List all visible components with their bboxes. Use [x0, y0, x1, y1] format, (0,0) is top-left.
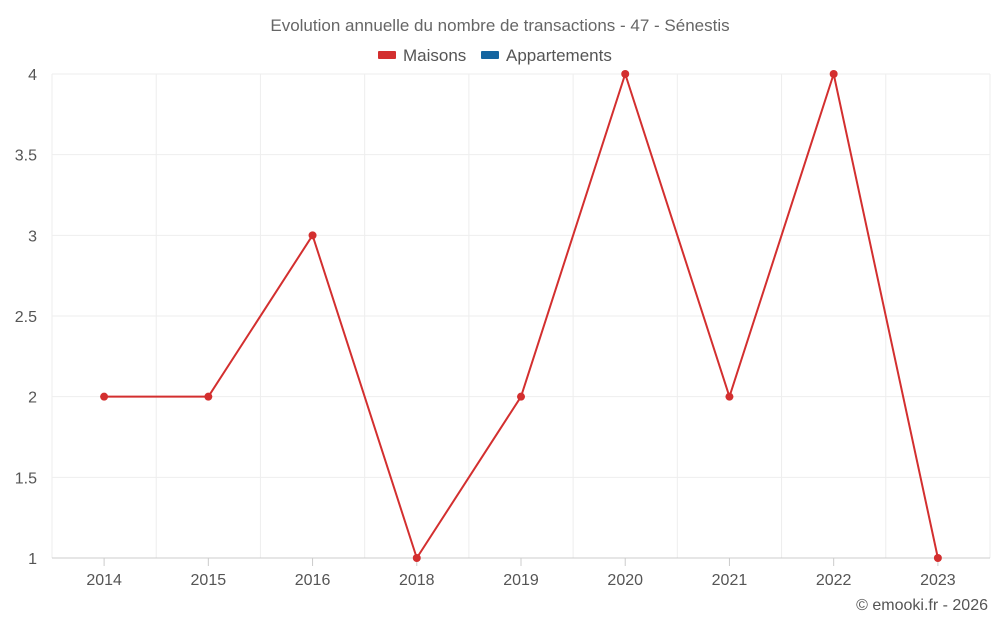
data-point-maisons[interactable]: [517, 392, 525, 401]
x-tick-label: 2019: [503, 572, 539, 589]
legend-item-appartements[interactable]: Appartements: [481, 46, 612, 65]
x-tick-label: 2015: [191, 572, 227, 589]
data-point-maisons[interactable]: [204, 392, 213, 401]
legend: Maisons Appartements: [378, 46, 612, 65]
y-tick-label: 3: [28, 228, 37, 245]
x-tick-label: 2016: [295, 572, 331, 589]
legend-label-maisons: Maisons: [403, 46, 466, 65]
data-point-maisons[interactable]: [412, 554, 421, 562]
credit-text: © emooki.fr - 2026: [856, 597, 988, 614]
data-point-maisons[interactable]: [933, 554, 942, 562]
data-point-maisons[interactable]: [308, 231, 317, 240]
data-point-maisons[interactable]: [100, 392, 109, 401]
data-point-maisons[interactable]: [725, 392, 734, 401]
x-tick-label: 2020: [607, 572, 643, 589]
x-tick-label: 2014: [86, 572, 122, 589]
y-tick-label: 3.5: [15, 148, 37, 165]
series-layer: [100, 70, 942, 562]
y-tick-label: 1: [28, 551, 37, 568]
chart-title: Evolution annuelle du nombre de transact…: [270, 16, 729, 35]
x-tick-label: 2018: [399, 572, 435, 589]
legend-item-maisons[interactable]: Maisons: [378, 46, 466, 65]
data-point-maisons[interactable]: [621, 70, 630, 78]
data-point-maisons[interactable]: [829, 70, 838, 78]
y-tick-label: 2.5: [15, 309, 37, 326]
x-axis-ticks: 2014 2015 2016 2018 2019 2020 2021 2022 2023: [86, 558, 956, 589]
y-gridlines: [52, 73, 990, 478]
x-tick-label: 2022: [816, 572, 852, 589]
y-tick-label: 2: [28, 390, 37, 407]
legend-swatch-maisons: [378, 51, 396, 59]
legend-swatch-appartements: [481, 51, 499, 59]
y-tick-label: 1.5: [15, 470, 37, 487]
legend-label-appartements: Appartements: [506, 46, 612, 65]
y-tick-label: 4: [28, 67, 37, 84]
x-tick-label: 2021: [712, 572, 748, 589]
x-tick-label: 2023: [920, 572, 956, 589]
y-axis-ticks: 1 1.5 2 2.5 3 3.5 4: [15, 67, 37, 568]
